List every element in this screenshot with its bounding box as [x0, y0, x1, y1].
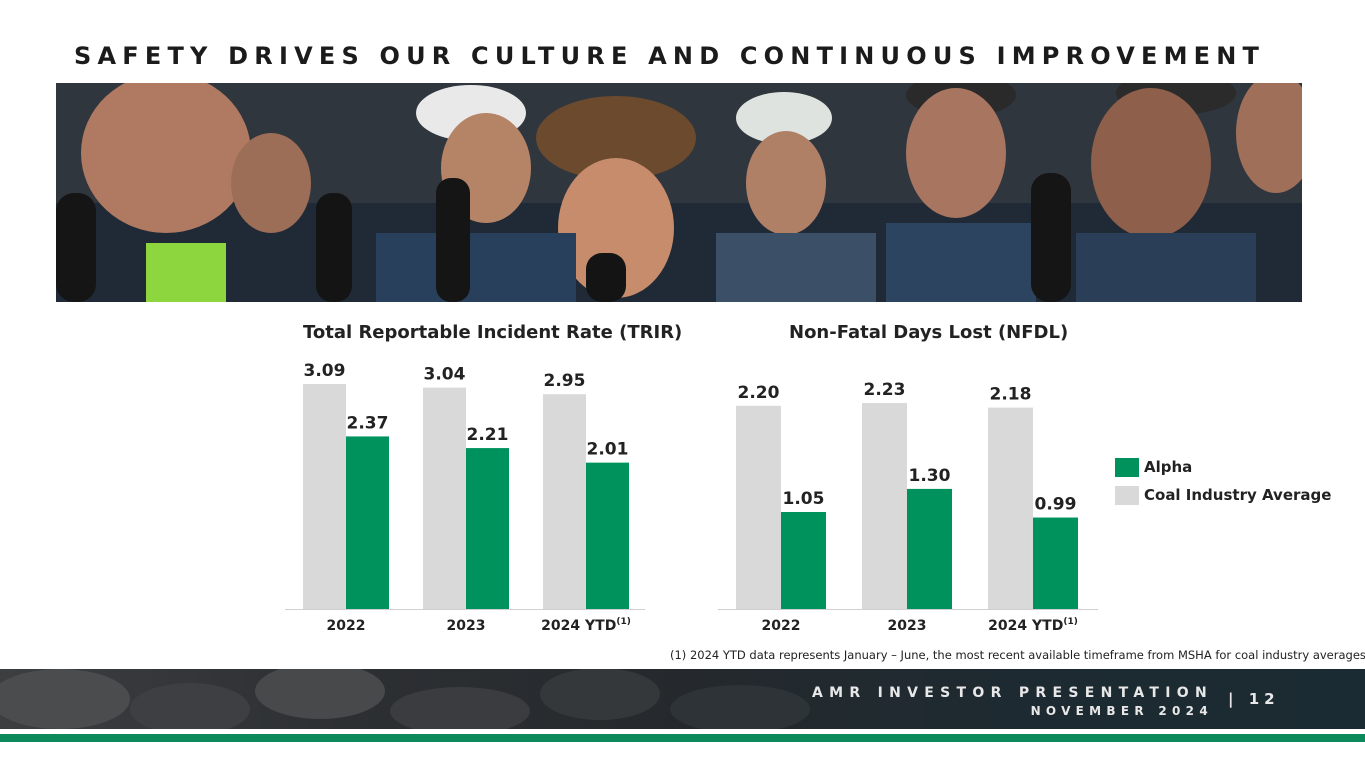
- footer-accent-stripe: [0, 734, 1365, 742]
- value-label-industry-2: 2.18: [990, 385, 1032, 405]
- bar-alpha-0: [346, 436, 389, 609]
- bar-industry-0: [736, 405, 781, 609]
- x-tick-label-1: 2023: [447, 618, 486, 634]
- coal-texture: [0, 669, 810, 729]
- bar-industry-1: [423, 387, 466, 609]
- bar-alpha-2: [586, 462, 629, 609]
- value-label-alpha-0: 2.37: [347, 413, 389, 433]
- value-label-industry-1: 3.04: [424, 365, 466, 385]
- legend-item-alpha: Alpha: [1115, 453, 1331, 481]
- bar-industry-1: [862, 403, 907, 609]
- legend-label-industry: Coal Industry Average: [1144, 486, 1332, 504]
- page-title: SAFETY DRIVES OUR CULTURE AND CONTINUOUS…: [74, 42, 1266, 70]
- x-tick-label-0: 2022: [327, 618, 366, 634]
- footer-page-number: | 12: [1228, 690, 1280, 708]
- miners-photo: [56, 83, 1302, 302]
- footer-text: AMR INVESTOR PRESENTATION NOVEMBER 2024: [812, 683, 1213, 719]
- value-label-alpha-0: 1.05: [783, 489, 825, 509]
- value-label-industry-0: 3.09: [304, 361, 346, 381]
- legend-label-alpha: Alpha: [1144, 458, 1193, 476]
- chart-legend: Alpha Coal Industry Average: [1115, 453, 1331, 509]
- chart-title-trir: Total Reportable Incident Rate (TRIR): [303, 322, 683, 343]
- legend-swatch-alpha: [1115, 457, 1139, 477]
- value-label-industry-1: 2.23: [864, 380, 906, 400]
- x-tick-label-0: 2022: [762, 618, 801, 634]
- value-label-industry-0: 2.20: [738, 383, 780, 403]
- value-label-alpha-2: 0.99: [1035, 495, 1077, 515]
- value-label-alpha-2: 2.01: [587, 440, 629, 460]
- value-label-alpha-1: 2.21: [467, 425, 509, 445]
- chart-trir: 3.09 2.37 2022 3.04 2.21 2023 2.95 2.01 2024 YTD…: [285, 361, 645, 634]
- bar-alpha-0: [781, 512, 826, 609]
- bar-alpha-1: [466, 448, 509, 609]
- bar-alpha-2: [1033, 517, 1078, 609]
- bar-industry-0: [303, 384, 346, 609]
- footer-presentation-name: AMR INVESTOR PRESENTATION: [812, 685, 1213, 701]
- x-tick-superscript-2: (1): [616, 617, 631, 627]
- bar-alpha-1: [907, 488, 952, 609]
- x-tick-label-2: 2024 YTD(1): [541, 617, 631, 634]
- chart-nfdl: 2.20 1.05 2022 2.23 1.30 2023 2.18 0.99 2024 YTD…: [718, 380, 1098, 634]
- legend-item-industry: Coal Industry Average: [1115, 481, 1331, 509]
- legend-swatch-industry: [1115, 485, 1139, 505]
- x-tick-label-1: 2023: [888, 618, 927, 634]
- miners-photo-illustration: [56, 83, 1302, 302]
- chart-title-nfdl: Non-Fatal Days Lost (NFDL): [789, 322, 1069, 343]
- footer-date: NOVEMBER 2024: [1030, 704, 1213, 718]
- bar-industry-2: [988, 407, 1033, 609]
- x-tick-superscript-2: (1): [1063, 617, 1078, 627]
- bar-industry-2: [543, 394, 586, 609]
- value-label-alpha-1: 1.30: [909, 466, 951, 486]
- footer-band: [0, 669, 1365, 729]
- footnote: (1) 2024 YTD data represents January – J…: [670, 648, 1365, 662]
- value-label-industry-2: 2.95: [544, 371, 586, 391]
- page-number: 12: [1248, 690, 1280, 708]
- footer-separator: |: [1228, 690, 1239, 708]
- x-tick-label-2: 2024 YTD(1): [988, 617, 1078, 634]
